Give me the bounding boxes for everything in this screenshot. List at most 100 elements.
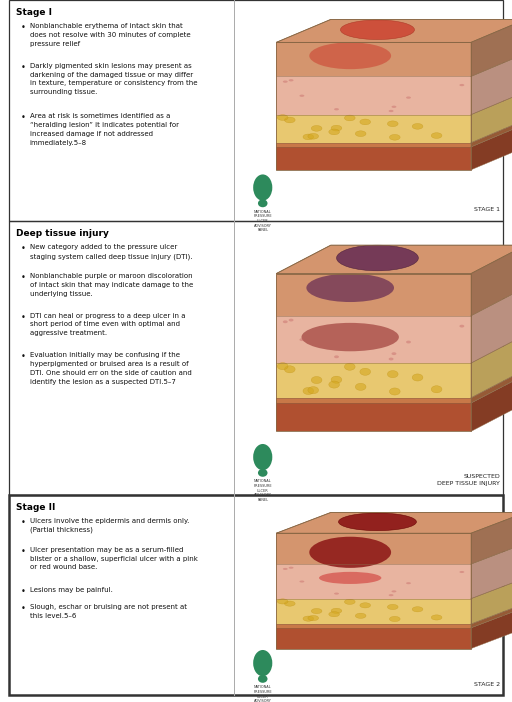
Polygon shape <box>471 512 512 564</box>
Ellipse shape <box>345 600 355 604</box>
Bar <box>9 0 503 221</box>
Circle shape <box>253 650 272 676</box>
Ellipse shape <box>300 581 304 583</box>
Ellipse shape <box>258 675 268 683</box>
Text: Darkly pigmented skin lesions may present as
darkening of the damaged tissue or : Darkly pigmented skin lesions may presen… <box>30 63 197 95</box>
Ellipse shape <box>303 616 314 621</box>
Text: NATIONAL
PRESSURE
ULCER
ADVISORY
PANEL: NATIONAL PRESSURE ULCER ADVISORY PANEL <box>253 479 272 502</box>
Bar <box>276 628 471 649</box>
Polygon shape <box>471 335 512 398</box>
Ellipse shape <box>390 135 400 140</box>
Text: DTI can heal or progress to a deep ulcer in a
short period of time even with opt: DTI can heal or progress to a deep ulcer… <box>30 313 185 336</box>
Text: Ulcer presentation may be as a serum-filled
blister or a shallow, superficial ul: Ulcer presentation may be as a serum-fil… <box>30 547 198 570</box>
Ellipse shape <box>389 357 394 360</box>
Ellipse shape <box>392 352 396 355</box>
Bar <box>276 316 471 363</box>
Bar <box>276 534 471 564</box>
Text: •: • <box>20 604 26 614</box>
Ellipse shape <box>289 79 293 81</box>
Polygon shape <box>471 603 512 628</box>
Polygon shape <box>471 287 512 363</box>
Bar <box>276 77 471 114</box>
Ellipse shape <box>308 387 318 394</box>
Ellipse shape <box>284 366 295 373</box>
Ellipse shape <box>331 608 342 614</box>
Ellipse shape <box>334 355 339 358</box>
Ellipse shape <box>300 95 304 97</box>
Text: Nonblanchable erythema of intact skin that
does not resolve with 30 minutes of c: Nonblanchable erythema of intact skin th… <box>30 23 190 46</box>
Ellipse shape <box>284 601 295 607</box>
Text: Area at risk is sometimes identified as a
“heralding lesion” it indicates potent: Area at risk is sometimes identified as … <box>30 113 179 145</box>
Text: •: • <box>20 352 26 362</box>
Ellipse shape <box>258 469 268 477</box>
Ellipse shape <box>258 199 268 207</box>
Ellipse shape <box>459 325 464 328</box>
Text: •: • <box>20 63 26 72</box>
Text: Stage I: Stage I <box>16 8 52 17</box>
Ellipse shape <box>302 323 399 351</box>
Ellipse shape <box>388 371 398 378</box>
Ellipse shape <box>309 537 391 568</box>
Bar <box>276 403 471 432</box>
Bar <box>276 147 471 170</box>
Text: NATIONAL
PRESSURE
ULCER
ADVISORY
PANEL: NATIONAL PRESSURE ULCER ADVISORY PANEL <box>253 685 272 702</box>
Ellipse shape <box>388 121 398 126</box>
Polygon shape <box>471 543 512 599</box>
Circle shape <box>253 174 272 201</box>
Ellipse shape <box>459 84 464 86</box>
Ellipse shape <box>459 571 464 573</box>
Ellipse shape <box>311 126 322 131</box>
Polygon shape <box>276 245 512 274</box>
Ellipse shape <box>334 108 339 110</box>
Ellipse shape <box>340 20 414 39</box>
Text: Nonblanchable purple or maroon discoloration
of intact skin that may indicate da: Nonblanchable purple or maroon discolora… <box>30 273 193 296</box>
Ellipse shape <box>360 119 371 125</box>
Bar <box>276 398 471 403</box>
Ellipse shape <box>308 616 318 621</box>
Ellipse shape <box>360 603 371 608</box>
Bar <box>276 564 471 599</box>
Ellipse shape <box>284 117 295 123</box>
Text: NATIONAL
PRESSURE
ULCER
ADVISORY
PANEL: NATIONAL PRESSURE ULCER ADVISORY PANEL <box>253 210 272 232</box>
Ellipse shape <box>278 363 288 370</box>
Ellipse shape <box>355 613 366 618</box>
Bar <box>276 143 471 147</box>
Ellipse shape <box>390 616 400 621</box>
Ellipse shape <box>329 129 339 135</box>
Ellipse shape <box>289 319 293 322</box>
Ellipse shape <box>389 110 394 112</box>
Ellipse shape <box>389 594 394 596</box>
Ellipse shape <box>431 615 442 620</box>
Ellipse shape <box>300 338 304 341</box>
Text: Stage II: Stage II <box>16 503 56 512</box>
Bar <box>276 599 471 624</box>
Text: •: • <box>20 587 26 595</box>
Bar <box>276 114 471 143</box>
Text: •: • <box>20 113 26 122</box>
Bar <box>9 495 503 695</box>
Bar <box>9 221 503 495</box>
Text: •: • <box>20 313 26 322</box>
Ellipse shape <box>331 376 342 383</box>
Ellipse shape <box>311 376 322 383</box>
Polygon shape <box>471 607 512 649</box>
Text: •: • <box>20 273 26 282</box>
Text: Lesions may be painful.: Lesions may be painful. <box>30 587 113 592</box>
Ellipse shape <box>388 604 398 609</box>
Ellipse shape <box>283 320 288 323</box>
Text: Ulcers involve the epidermis and dermis only.
(Partial thickness): Ulcers involve the epidermis and dermis … <box>30 518 189 534</box>
Ellipse shape <box>355 131 366 137</box>
Ellipse shape <box>278 114 288 120</box>
Circle shape <box>253 444 272 470</box>
Polygon shape <box>471 375 512 432</box>
Polygon shape <box>471 124 512 170</box>
Text: Deep tissue injury: Deep tissue injury <box>16 229 109 238</box>
Bar <box>276 42 471 77</box>
Text: Evaluation initially may be confusing if the
hyperpigmented or bruised area is a: Evaluation initially may be confusing if… <box>30 352 191 385</box>
Bar <box>276 363 471 398</box>
Polygon shape <box>276 512 512 534</box>
Polygon shape <box>471 578 512 624</box>
Text: SUSPECTED
DEEP TISSUE INJURY: SUSPECTED DEEP TISSUE INJURY <box>437 475 500 486</box>
Ellipse shape <box>289 567 293 569</box>
Ellipse shape <box>338 513 416 531</box>
